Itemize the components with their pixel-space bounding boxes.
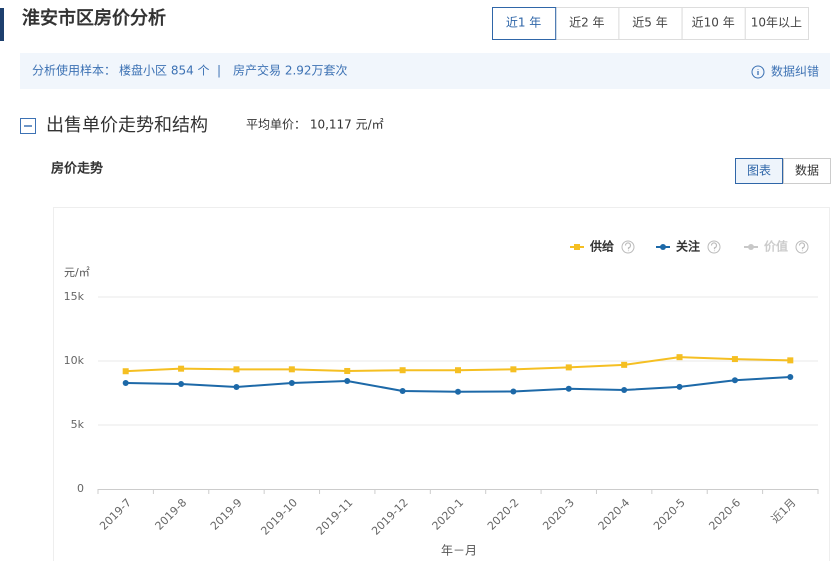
legend-label[interactable]: 供给 — [589, 239, 614, 254]
tab-label: 近5 年 — [632, 16, 667, 30]
x-tick-label: 2020-5 — [651, 496, 688, 533]
x-tick-label: 2019-12 — [369, 496, 411, 538]
point — [233, 383, 240, 390]
x-tick-label: 2020-1 — [429, 496, 466, 533]
point — [288, 380, 295, 387]
help-icon-mark — [798, 242, 806, 252]
tab-label: 近10 年 — [692, 16, 735, 30]
y-tick-label: 15k — [64, 290, 85, 303]
point — [676, 383, 683, 390]
point — [344, 377, 351, 384]
sample-label: 分析使用样本： — [32, 63, 116, 78]
x-tick-label: 2020-3 — [540, 496, 577, 533]
point — [233, 366, 240, 373]
x-tick-label: 2019-10 — [258, 496, 300, 538]
title-accent — [0, 8, 4, 41]
tab-group: 近1 年 近2 年 近5 年 近10 年 10年以上 — [492, 7, 809, 40]
legend-marker — [748, 244, 754, 250]
x-tick-label: 近1月 — [769, 496, 799, 526]
y-unit: 元/㎡ — [64, 266, 90, 279]
chart-panel — [53, 207, 830, 561]
x-tick-label: 2019-8 — [153, 496, 190, 533]
view-button[interactable] — [783, 158, 831, 184]
point — [399, 387, 406, 394]
point — [787, 357, 794, 364]
correction-link[interactable]: 数据纠错 — [771, 64, 819, 79]
point — [621, 361, 628, 368]
chart: 元/㎡ 0 5k 10k 15k 2019-7 2019-8 2019-9 2019-10 201… — [64, 239, 819, 558]
legend-marker — [574, 244, 580, 250]
tab[interactable] — [618, 7, 683, 40]
tab-label: 近2 年 — [569, 16, 604, 30]
point — [455, 388, 461, 395]
point — [731, 377, 738, 384]
view-label: 图表 — [747, 164, 771, 178]
info-icon — [751, 65, 765, 79]
help-icon-mark — [710, 242, 718, 252]
view-button[interactable] — [735, 158, 783, 184]
point — [455, 367, 461, 374]
point — [565, 385, 572, 392]
collapse-icon[interactable] — [20, 118, 36, 134]
avg-price: 平均单价： 10,117 元/㎡ — [246, 118, 384, 132]
help-icon-mark — [624, 242, 632, 252]
x-axis-label: 年－月 — [441, 544, 477, 558]
point — [565, 364, 572, 371]
tab-active-border — [492, 7, 557, 40]
x-tick-label: 2019-9 — [208, 496, 245, 533]
trade-count: 房产交易 2.92万套次 — [233, 63, 348, 78]
point — [344, 367, 351, 374]
point — [510, 388, 517, 395]
point — [510, 366, 517, 373]
page-title: 淮安市区房价分析 — [22, 7, 166, 29]
tab[interactable] — [744, 7, 809, 40]
tab-label: 10年以上 — [751, 16, 802, 30]
legend-label[interactable]: 关注 — [676, 239, 700, 254]
x-tick-label: 2020-4 — [596, 496, 633, 533]
y-tick-label: 0 — [77, 482, 84, 495]
tab-label: 近1 年 — [506, 16, 541, 30]
x-tick-label: 2020-2 — [485, 496, 522, 533]
chart-subtitle: 房价走势 — [51, 161, 103, 177]
legend-marker — [660, 244, 666, 250]
view-label: 数据 — [795, 163, 819, 178]
info-bar — [20, 53, 830, 89]
help-icon — [621, 240, 635, 254]
separator: | — [217, 64, 221, 78]
tab[interactable] — [555, 7, 620, 40]
point — [621, 387, 628, 394]
point — [122, 380, 129, 387]
point — [178, 365, 185, 372]
point — [288, 366, 295, 373]
section-title: 出售单价走势和结构 — [46, 115, 208, 136]
point — [676, 354, 683, 361]
tab[interactable] — [492, 7, 557, 40]
point — [178, 381, 185, 388]
point — [122, 368, 129, 375]
point — [731, 356, 738, 363]
view-toggle: 图表 数据 — [735, 158, 831, 184]
y-tick-label: 5k — [71, 418, 85, 431]
legend-label[interactable]: 价值 — [764, 239, 788, 254]
help-icon — [707, 240, 721, 254]
y-tick-label: 10k — [64, 354, 85, 367]
help-icon — [795, 240, 809, 254]
x-tick-label: 2019-11 — [314, 496, 356, 538]
x-tick-label: 2020-6 — [706, 496, 743, 533]
point — [399, 367, 406, 374]
x-tick-label: 2019-7 — [97, 496, 134, 533]
point — [787, 374, 794, 380]
community-count: 楼盘小区 854 个 — [119, 63, 210, 78]
